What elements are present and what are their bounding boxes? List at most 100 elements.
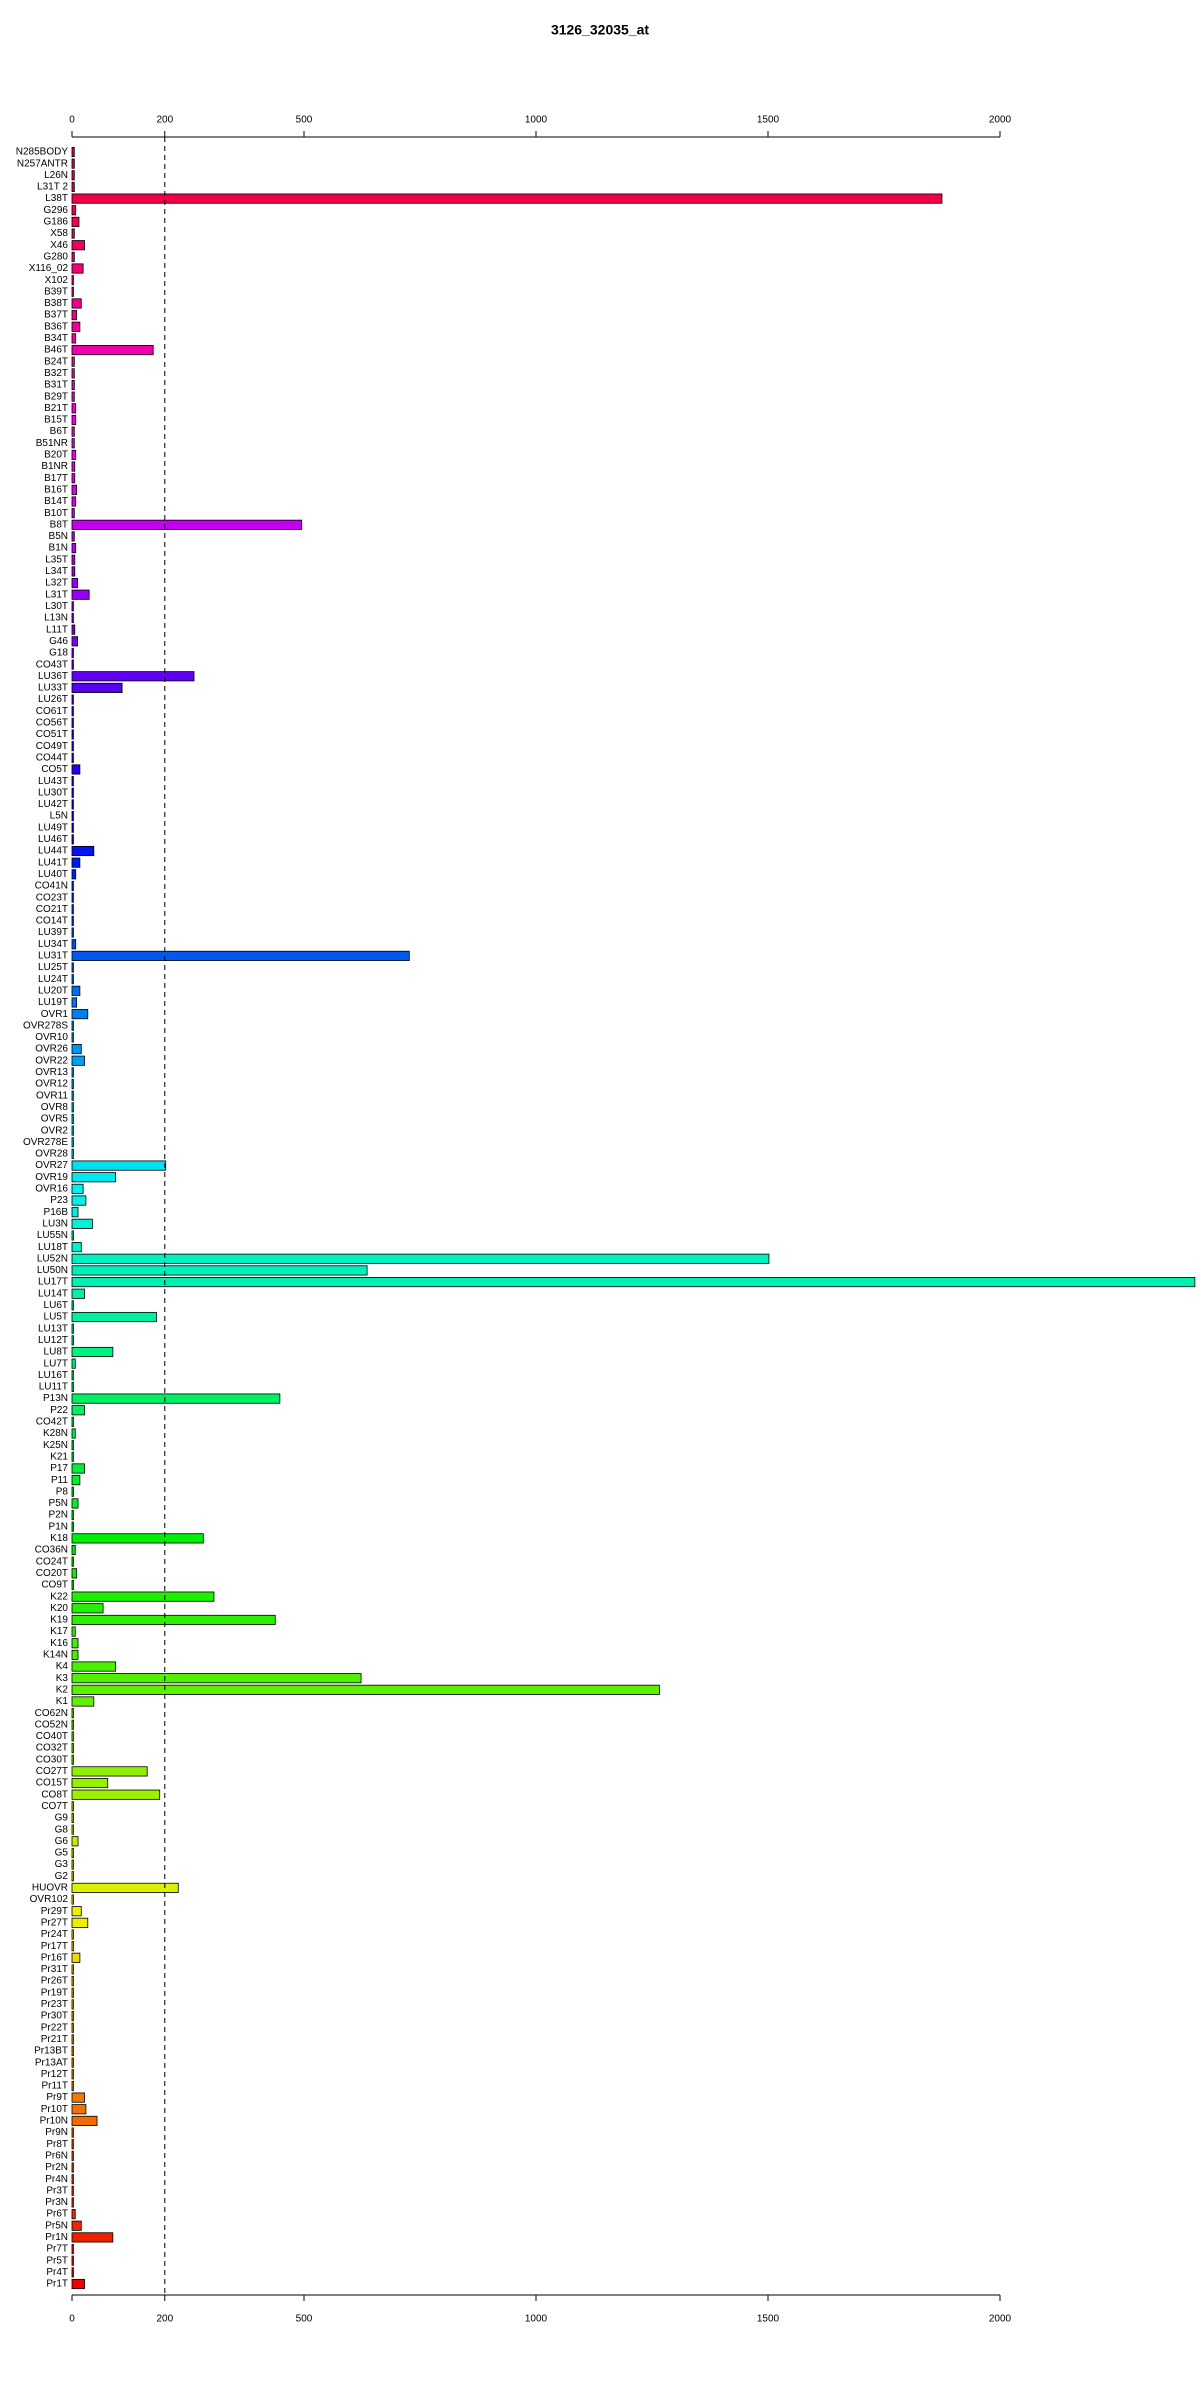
bar bbox=[71, 915, 74, 926]
y-tick-label: LU30T bbox=[38, 787, 68, 798]
y-tick-label: N257ANTR bbox=[17, 158, 68, 169]
bar bbox=[71, 1824, 74, 1835]
bar bbox=[71, 2034, 74, 2045]
bar bbox=[71, 1090, 74, 1101]
y-tick-label: K16 bbox=[50, 1638, 68, 1649]
bar bbox=[71, 1102, 74, 1113]
y-tick-label: Pr7T bbox=[46, 2244, 68, 2255]
bar bbox=[71, 554, 76, 565]
y-tick-label: Pr31T bbox=[41, 1964, 68, 1975]
bar bbox=[71, 240, 85, 251]
bar bbox=[71, 414, 77, 426]
y-tick-label: B14T bbox=[44, 496, 68, 507]
bar bbox=[71, 1463, 85, 1474]
y-tick-label: LU40T bbox=[38, 869, 68, 880]
y-tick-label: OVR10 bbox=[35, 1032, 68, 1043]
y-tick-label: Pr13AT bbox=[35, 2057, 68, 2068]
y-tick-label: CO9T bbox=[41, 1580, 68, 1591]
bar bbox=[71, 869, 77, 880]
bar bbox=[71, 2115, 98, 2126]
bar bbox=[71, 368, 75, 379]
bar bbox=[71, 1987, 74, 1998]
bar bbox=[71, 519, 303, 530]
y-tick-label: CO36N bbox=[35, 1545, 68, 1556]
bar bbox=[71, 1649, 79, 1660]
y-tick-label: G2 bbox=[55, 1871, 69, 1882]
bar bbox=[71, 1579, 74, 1591]
y-tick-label: K18 bbox=[50, 1533, 68, 1544]
bar bbox=[71, 1277, 1196, 1288]
y-tick-label: X116_02 bbox=[29, 263, 69, 274]
y-tick-label: LU7T bbox=[44, 1358, 68, 1369]
y-tick-label: B38T bbox=[44, 298, 68, 309]
bar bbox=[71, 659, 74, 670]
y-tick-label: OVR22 bbox=[35, 1055, 68, 1066]
bar bbox=[71, 636, 78, 647]
y-tick-label: CO44T bbox=[36, 752, 68, 763]
bar bbox=[71, 1020, 74, 1031]
y-tick-label: L26N bbox=[44, 170, 68, 181]
y-tick-label: LU24T bbox=[38, 974, 68, 985]
bar bbox=[71, 624, 76, 635]
y-tick-label: B20T bbox=[44, 450, 68, 461]
y-tick-label: B16T bbox=[44, 484, 68, 495]
y-tick-label: P13N bbox=[43, 1393, 68, 1404]
bar bbox=[71, 2162, 74, 2173]
bar bbox=[71, 1475, 81, 1486]
bar bbox=[71, 275, 74, 286]
bar bbox=[71, 2220, 82, 2231]
y-tick-label: B51NR bbox=[36, 438, 68, 449]
x-tick-label: 1500 bbox=[757, 115, 780, 126]
bar bbox=[71, 403, 77, 414]
y-tick-label: LU8T bbox=[44, 1347, 68, 1358]
bar bbox=[71, 1999, 74, 2010]
y-tick-label: CO8T bbox=[41, 1789, 68, 1800]
y-tick-label: G18 bbox=[49, 648, 68, 659]
bar bbox=[71, 2104, 87, 2115]
bar bbox=[71, 1801, 74, 1812]
bar bbox=[71, 1078, 74, 1090]
y-tick-label: B31T bbox=[44, 380, 68, 391]
bar bbox=[71, 1743, 74, 1754]
y-tick-label: Pr10N bbox=[40, 2116, 68, 2127]
bar bbox=[71, 939, 77, 950]
x-tick-label: 2000 bbox=[989, 2314, 1012, 2325]
bar bbox=[71, 449, 77, 460]
bar bbox=[71, 1684, 660, 1695]
bar bbox=[71, 1265, 368, 1276]
y-tick-label: LU19T bbox=[38, 997, 68, 1008]
y-tick-label: Pr11T bbox=[42, 2081, 69, 2092]
y-tick-label: CO23T bbox=[36, 892, 68, 903]
y-tick-label: Pr22T bbox=[41, 2022, 68, 2033]
bar bbox=[71, 880, 74, 892]
y-tick-label: Pr3T bbox=[46, 2185, 68, 2196]
y-tick-label: K22 bbox=[50, 1591, 68, 1602]
x-tick-label: 200 bbox=[156, 115, 173, 126]
y-tick-label: Pr16T bbox=[41, 1952, 68, 1963]
y-tick-label: B29T bbox=[44, 391, 68, 402]
bar bbox=[71, 787, 74, 798]
y-tick-label: CO32T bbox=[36, 1743, 68, 1754]
bar bbox=[71, 822, 74, 833]
bar bbox=[71, 1754, 74, 1765]
y-tick-label: B8T bbox=[50, 519, 68, 530]
bar bbox=[71, 1195, 87, 1206]
bar bbox=[71, 1218, 93, 1229]
bar bbox=[71, 426, 75, 437]
bar bbox=[71, 706, 74, 717]
bar bbox=[71, 531, 75, 542]
y-tick-label: Pr1N bbox=[45, 2232, 68, 2243]
bar bbox=[71, 1626, 76, 1637]
bar bbox=[71, 834, 74, 845]
y-tick-label: G296 bbox=[44, 205, 69, 216]
y-tick-label: P8 bbox=[56, 1486, 69, 1497]
y-tick-label: CO52N bbox=[35, 1719, 68, 1730]
bar bbox=[71, 1789, 161, 1800]
y-tick-label: P23 bbox=[50, 1195, 68, 1206]
x-tick-label: 2000 bbox=[989, 115, 1012, 126]
y-tick-label: B5N bbox=[49, 531, 68, 542]
y-tick-label: Pr23T bbox=[41, 1999, 68, 2010]
bar bbox=[71, 1207, 79, 1218]
x-tick-label: 500 bbox=[296, 115, 313, 126]
